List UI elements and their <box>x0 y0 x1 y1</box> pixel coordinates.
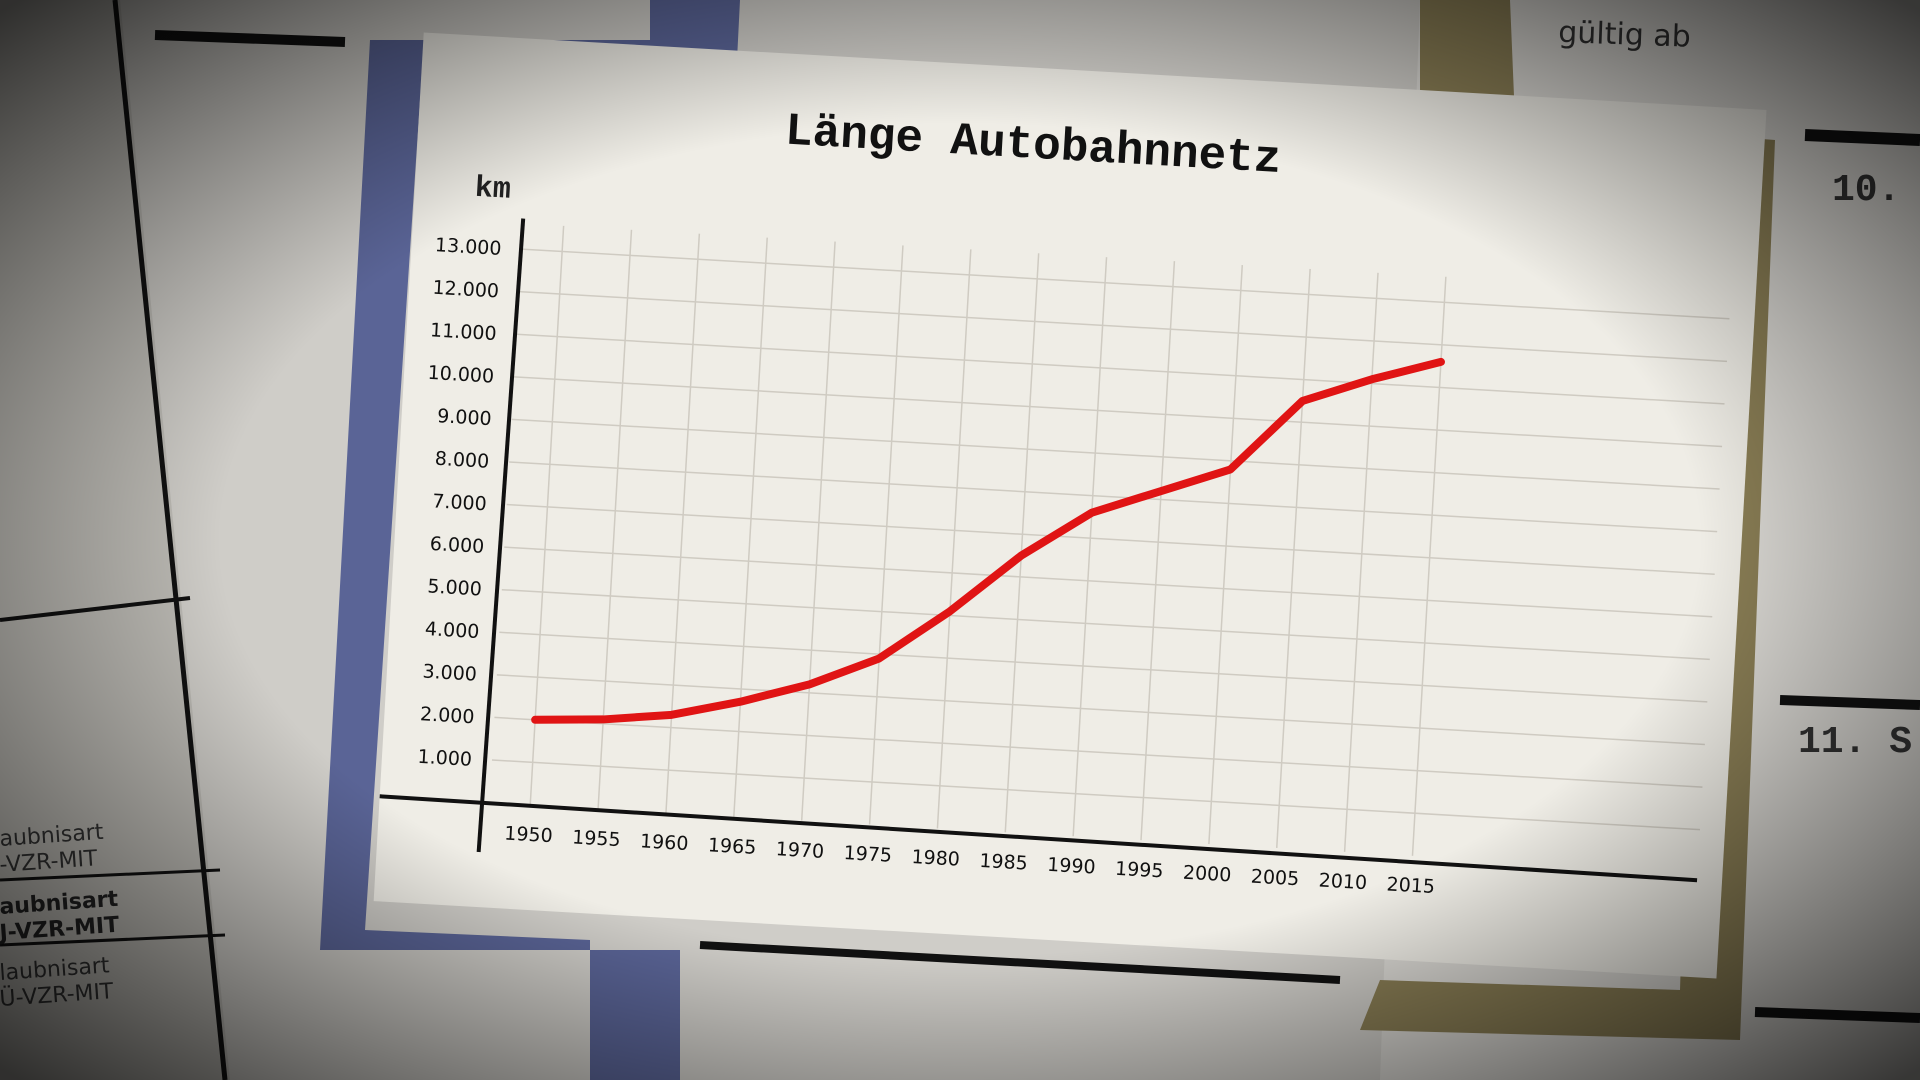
y-tick-label: 1.000 <box>417 746 473 771</box>
x-tick-label: 2000 <box>1182 862 1232 887</box>
x-tick-label: 1975 <box>843 842 893 867</box>
x-tick-label: 1955 <box>572 826 622 851</box>
y-tick-label: 5.000 <box>427 575 483 600</box>
form-text: 10. <box>1832 169 1900 212</box>
y-tick-label: 10.000 <box>427 362 495 388</box>
y-tick-label: 11.000 <box>429 319 497 345</box>
y-tick-label: 13.000 <box>434 234 502 260</box>
chart-sheet: Länge Autobahnnetz km 1.0002.0003.0004.0… <box>373 32 1767 979</box>
rule <box>1754 1007 1920 1023</box>
x-tick-label: 2010 <box>1318 869 1368 894</box>
x-tick-label: 1965 <box>707 834 757 859</box>
rule <box>154 30 346 47</box>
x-tick-label: 2005 <box>1250 866 1300 891</box>
y-tick-label: 3.000 <box>422 661 478 686</box>
x-tick-label: 2015 <box>1386 873 1436 898</box>
y-tick-label: 4.000 <box>424 618 480 643</box>
x-tick-label: 1995 <box>1115 858 1165 883</box>
y-tick-label: 6.000 <box>429 533 485 558</box>
x-tick-label: 1970 <box>775 838 825 863</box>
x-tick-label: 1980 <box>911 846 961 871</box>
form-text: 11. S <box>1798 721 1912 764</box>
y-tick-label: 7.000 <box>432 490 488 515</box>
y-tick-label: 9.000 <box>437 405 493 430</box>
y-tick-label: 2.000 <box>419 703 475 728</box>
rule <box>1779 695 1920 710</box>
y-tick-label: 8.000 <box>434 448 490 473</box>
y-tick-label: 12.000 <box>432 277 500 303</box>
y-axis-label: km <box>474 172 512 208</box>
x-tick-label: 1990 <box>1047 854 1097 879</box>
x-tick-label: 1985 <box>979 850 1029 875</box>
x-tick-label: 1960 <box>639 830 689 855</box>
x-tick-label: 1950 <box>504 823 554 848</box>
form-text: gültig ab <box>1558 15 1692 55</box>
rule <box>1804 129 1920 146</box>
